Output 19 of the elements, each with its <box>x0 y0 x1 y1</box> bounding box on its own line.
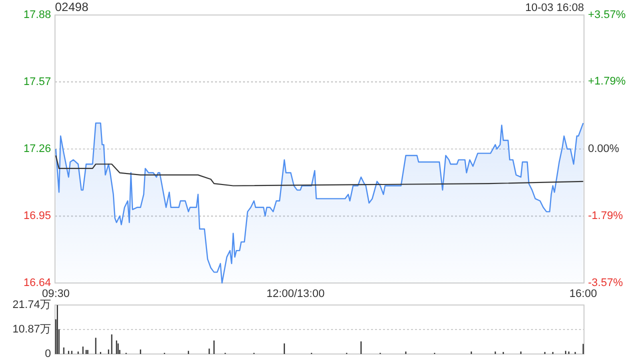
y-tick-label: 17.57 <box>23 76 51 88</box>
text: 10-03 16:08 <box>525 2 584 14</box>
y-tick-label: 17.88 <box>23 8 51 21</box>
y2-tick-label: 0.00% <box>588 142 620 155</box>
x-tick-label: 12:00/13:00 <box>266 288 325 300</box>
y-tick-label: 17.26 <box>23 142 51 155</box>
y-tick-label: 16.64 <box>23 276 51 289</box>
y2-tick-label: -1.79% <box>588 210 624 222</box>
y-tick-label: 10.87万 <box>12 323 51 336</box>
y-tick-label: 16.95 <box>23 210 51 222</box>
chart-title: 02498 <box>55 0 89 14</box>
y2-tick-label: +1.79% <box>588 76 626 88</box>
x-tick-label: 09:30 <box>42 288 70 300</box>
y-tick-label: 21.74万 <box>12 298 51 311</box>
y2-tick-label: -3.57% <box>588 276 624 289</box>
line-series <box>55 154 584 186</box>
x-tick-label: 16:00 <box>569 288 597 300</box>
y-tick-label: 0 <box>44 348 51 360</box>
y2-tick-label: +3.57% <box>588 8 626 21</box>
